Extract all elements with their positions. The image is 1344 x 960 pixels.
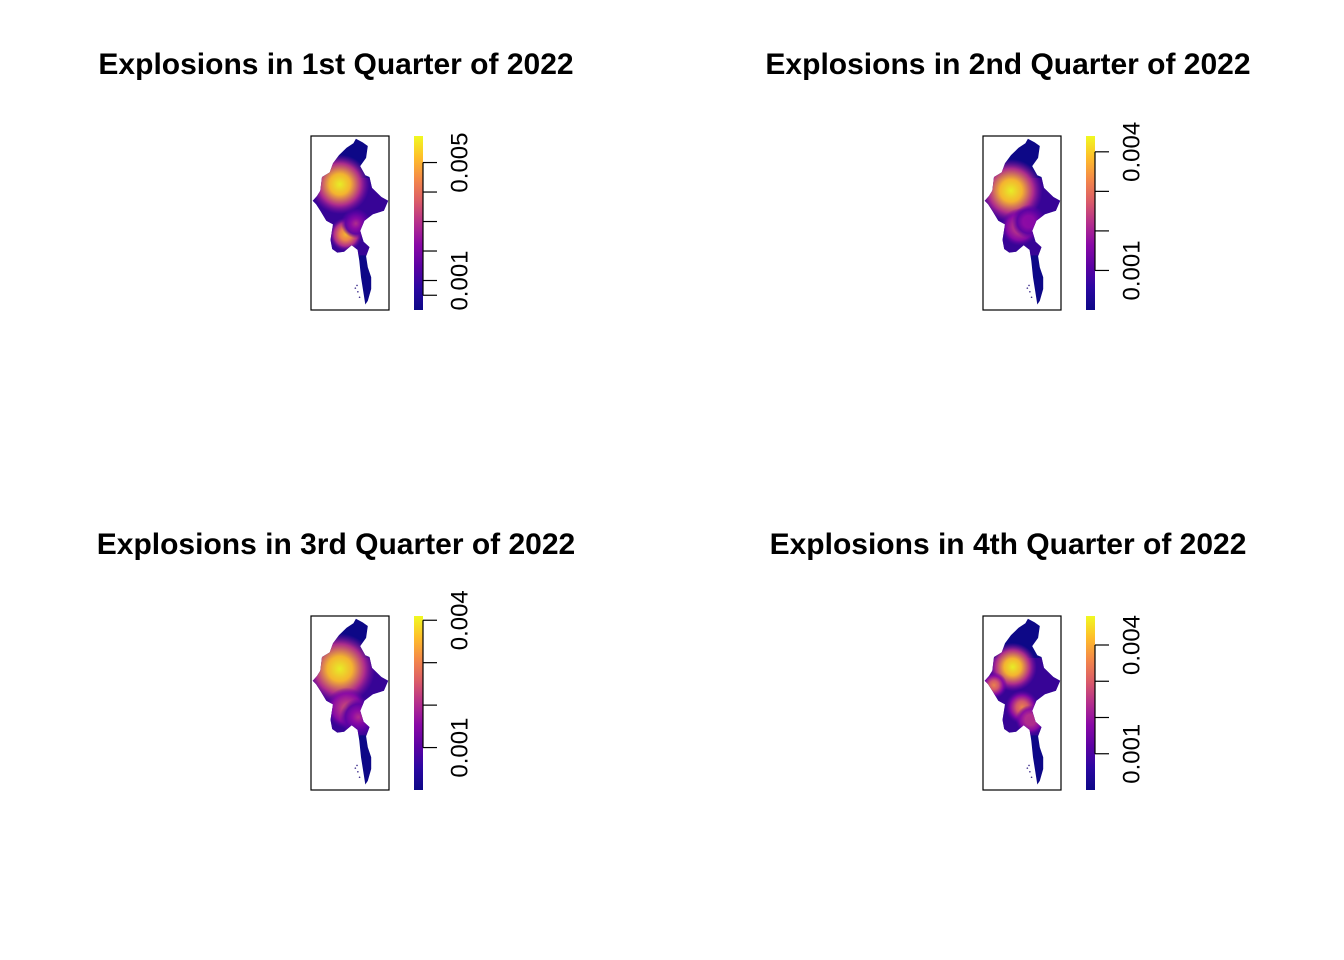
panel-q3: Explosions in 3rd Quarter of 2022 0.001 0… bbox=[0, 480, 672, 960]
legend-tick-label: 0.001 bbox=[1118, 724, 1145, 784]
island-dot bbox=[1030, 296, 1033, 299]
map-frame bbox=[982, 615, 1062, 791]
island-dot bbox=[1028, 284, 1030, 287]
island-dot bbox=[1026, 767, 1029, 769]
hotspot-3 bbox=[339, 698, 378, 736]
legend-colorbar bbox=[1086, 616, 1095, 790]
hotspot-4 bbox=[1015, 705, 1046, 735]
plot-q3: 0.001 0.004 bbox=[310, 590, 473, 791]
legend-tick-label: 0.001 bbox=[1118, 240, 1145, 300]
chart-title: Explosions in 2nd Quarter of 2022 bbox=[765, 48, 1251, 81]
island-dot bbox=[356, 764, 358, 767]
plot-q2: 0.001 0.004 bbox=[982, 122, 1145, 311]
chart-title: Explosions in 3rd Quarter of 2022 bbox=[96, 528, 576, 561]
legend-tick-label: 0.004 bbox=[1118, 615, 1145, 675]
island-dot bbox=[1028, 764, 1030, 767]
map-frame bbox=[310, 615, 390, 791]
hotspot-2 bbox=[984, 672, 1008, 699]
legend-tick-label: 0.001 bbox=[446, 718, 473, 778]
hotspot-3 bbox=[341, 208, 371, 239]
density-map bbox=[984, 138, 1061, 305]
island-dot bbox=[1029, 290, 1031, 293]
island-dot bbox=[357, 770, 359, 773]
legend-tick-label: 0.004 bbox=[446, 590, 473, 650]
panel-q2: Explosions in 2nd Quarter of 2022 0.001 0… bbox=[672, 0, 1344, 480]
island-dot bbox=[1030, 776, 1033, 779]
density-map bbox=[312, 618, 389, 785]
legend-colorbar bbox=[414, 136, 423, 310]
legend-colorbar bbox=[1086, 136, 1095, 310]
hotspot-1 bbox=[312, 154, 370, 215]
legend-tick-label: 0.005 bbox=[446, 133, 473, 193]
island-dot bbox=[358, 296, 361, 299]
legend-tick-label: 0.004 bbox=[1118, 122, 1145, 182]
plot-q4: 0.001 0.004 bbox=[982, 615, 1145, 791]
map-frame bbox=[982, 135, 1062, 311]
island-dot bbox=[354, 767, 357, 769]
island-dot bbox=[354, 287, 357, 289]
chart-title: Explosions in 1st Quarter of 2022 bbox=[98, 48, 574, 81]
panel-q4: Explosions in 4th Quarter of 2022 0.001 0… bbox=[672, 480, 1344, 960]
hotspot-3 bbox=[1012, 204, 1046, 239]
panel-q1: Explosions in 1st Quarter of 2022 0.001 0… bbox=[0, 0, 672, 480]
density-map bbox=[312, 138, 389, 305]
island-dot bbox=[1029, 770, 1031, 773]
map-frame bbox=[310, 135, 390, 311]
island-dot bbox=[358, 776, 361, 779]
legend-tick-label: 0.001 bbox=[446, 250, 473, 310]
chart-title: Explosions in 4th Quarter of 2022 bbox=[769, 528, 1247, 561]
density-map bbox=[984, 618, 1061, 785]
plot-q1: 0.001 0.005 bbox=[310, 133, 473, 311]
island-dot bbox=[1026, 287, 1029, 289]
island-dot bbox=[357, 290, 359, 293]
legend-colorbar bbox=[414, 616, 423, 790]
island-dot bbox=[356, 284, 358, 287]
